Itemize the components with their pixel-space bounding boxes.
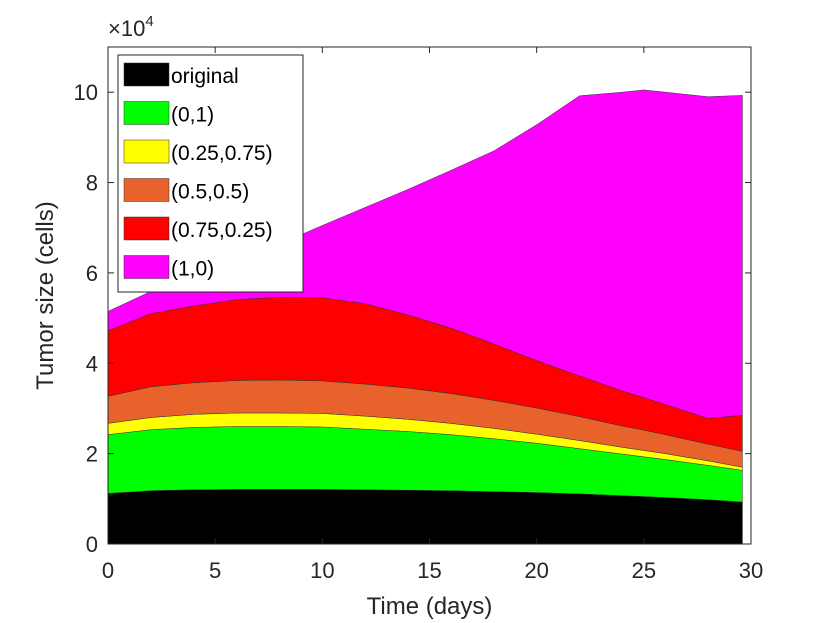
x-tick-label: 20 <box>524 558 548 583</box>
legend-box <box>117 54 304 293</box>
legend-swatch <box>123 62 170 87</box>
y-tick-label: 6 <box>86 261 98 286</box>
y-tick-label: 2 <box>86 442 98 467</box>
legend-swatch <box>123 101 170 125</box>
y-tick-label: 4 <box>86 351 98 376</box>
stacked-areas <box>107 89 743 545</box>
x-tick-label: 15 <box>417 558 441 583</box>
legend-label: original <box>171 65 239 88</box>
legend-label: (0,1) <box>171 104 214 127</box>
area-series-1 <box>107 489 743 545</box>
legend-label: (0.75,0.25) <box>171 219 273 242</box>
x-tick-label: 25 <box>632 558 656 583</box>
legend-swatch <box>123 216 170 241</box>
area-series-6 <box>107 89 743 419</box>
y-axis: 0 2 4 6 8 10 <box>74 80 751 557</box>
y-exponent-power: 4 <box>145 13 153 30</box>
x-tick-label: 0 <box>102 558 114 583</box>
y-tick-label: 8 <box>86 171 98 196</box>
y-tick-label: 0 <box>86 532 98 557</box>
legend-swatch <box>123 178 170 202</box>
y-axis-label: Tumor size (cells) <box>32 201 59 389</box>
legend-swatch <box>123 255 170 279</box>
y-exponent-base: ×10 <box>108 16 145 41</box>
legend-label: (0.25,0.75) <box>171 142 273 165</box>
y-tick-label: 10 <box>74 80 98 105</box>
x-tick-label: 5 <box>209 558 221 583</box>
legend-label: (1,0) <box>171 258 214 281</box>
legend: original (0,1) (0.25,0.75) (0.5,0.5) (0.75,0… <box>117 54 304 293</box>
x-axis: 0 5 10 15 20 25 30 <box>102 47 763 583</box>
x-tick-label: 30 <box>739 558 763 583</box>
y-exponent-label: ×104 <box>108 13 154 41</box>
x-axis-label: Time (days) <box>367 593 493 620</box>
legend-label: (0.5,0.5) <box>171 181 249 204</box>
x-tick-label: 10 <box>310 558 334 583</box>
legend-swatch <box>123 139 170 164</box>
